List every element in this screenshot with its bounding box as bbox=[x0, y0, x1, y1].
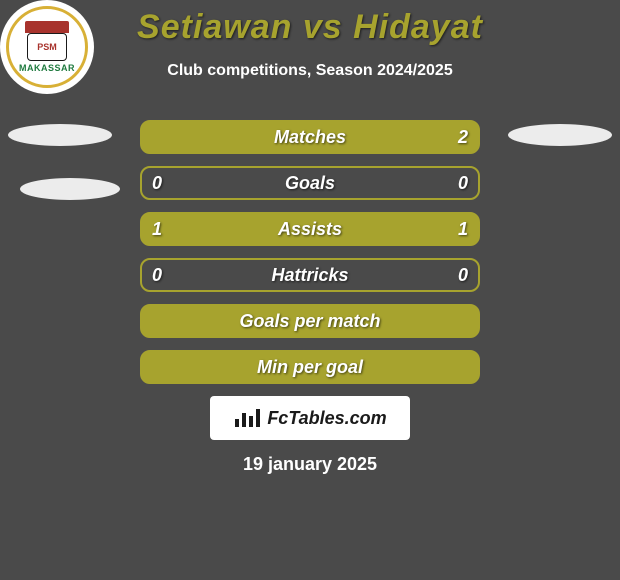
left-player-badge-bottom bbox=[20, 178, 120, 200]
stat-row-min-per-goal: Min per goal bbox=[140, 350, 480, 384]
left-player-badge-top bbox=[8, 124, 112, 146]
stats-container: Matches 2 0 Goals 0 1 Assists 1 0 Hattri… bbox=[140, 120, 480, 384]
stat-value-left: 0 bbox=[152, 265, 162, 286]
stat-label: Min per goal bbox=[257, 357, 363, 378]
stat-label: Matches bbox=[274, 127, 346, 148]
stat-row-goals: 0 Goals 0 bbox=[140, 166, 480, 200]
page-subtitle: Club competitions, Season 2024/2025 bbox=[0, 62, 620, 80]
page-title: Setiawan vs Hidayat bbox=[0, 8, 620, 47]
stat-value-right: 0 bbox=[458, 265, 468, 286]
stat-value-right: 1 bbox=[458, 219, 468, 240]
stat-row-assists: 1 Assists 1 bbox=[140, 212, 480, 246]
stat-row-matches: Matches 2 bbox=[140, 120, 480, 154]
fctables-text: FcTables.com bbox=[267, 408, 386, 429]
stat-label: Hattricks bbox=[271, 265, 348, 286]
date-line: 19 january 2025 bbox=[0, 454, 620, 475]
stat-label: Goals bbox=[285, 173, 335, 194]
stat-row-goals-per-match: Goals per match bbox=[140, 304, 480, 338]
stat-value-right: 0 bbox=[458, 173, 468, 194]
bar-chart-icon bbox=[233, 407, 261, 429]
stat-row-hattricks: 0 Hattricks 0 bbox=[140, 258, 480, 292]
stat-label: Goals per match bbox=[239, 311, 380, 332]
stat-label: Assists bbox=[278, 219, 342, 240]
right-player-badge-top bbox=[508, 124, 612, 146]
fctables-badge: FcTables.com bbox=[210, 396, 410, 440]
stat-value-left: 1 bbox=[152, 219, 162, 240]
stat-value-left: 0 bbox=[152, 173, 162, 194]
comparison-canvas: Setiawan vs Hidayat Club competitions, S… bbox=[0, 0, 620, 580]
stat-value-right: 2 bbox=[458, 127, 468, 148]
